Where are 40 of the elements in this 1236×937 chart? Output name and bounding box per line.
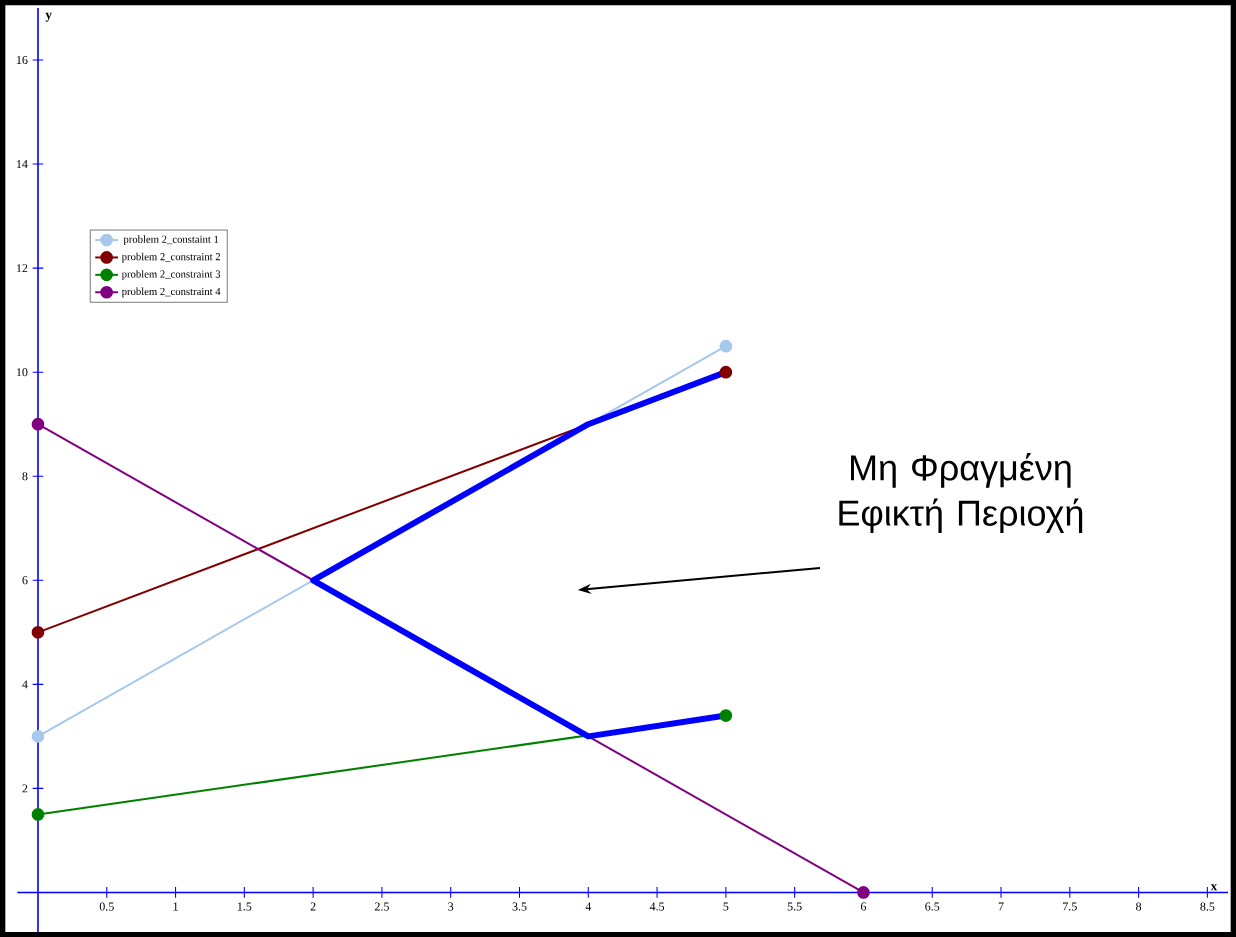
- x-tick-label: 5: [723, 902, 729, 911]
- x-tick-label: 2.5: [374, 902, 389, 911]
- y-axis-title: y: [45, 12, 52, 22]
- point: [719, 709, 733, 722]
- y-tick-label: 16: [16, 55, 28, 64]
- x-tick-label: 6.5: [925, 902, 940, 911]
- point: [31, 807, 45, 821]
- x-tick-label: 3: [448, 902, 454, 911]
- x-tick-label: 7.5: [1063, 902, 1077, 911]
- y-tick-label: 4: [22, 680, 28, 689]
- x-tick-label: 4: [585, 902, 592, 911]
- point: [31, 729, 45, 743]
- x-tick-label: 1.5: [237, 902, 252, 911]
- annotation: Μη Φραγμένη Εφικτή Περιοχή: [839, 452, 1083, 533]
- x-tick-label: 5.5: [787, 902, 802, 911]
- y-tick-label: 2: [22, 784, 28, 793]
- x-tick-label: 6: [860, 902, 867, 911]
- x-tick-label: 0.5: [99, 902, 114, 911]
- legend-label: problem 2_constraint 4: [121, 287, 221, 298]
- y-tick-label: 10: [16, 367, 28, 377]
- point: [857, 885, 870, 899]
- y-tick-label: 12: [16, 263, 28, 272]
- legend-label: problem 2_constaint 1: [123, 235, 219, 245]
- y-tick-label: 8: [22, 472, 28, 481]
- x-tick-label: 8: [1136, 902, 1142, 911]
- x-tick-label: 2: [310, 902, 316, 911]
- point: [719, 339, 733, 353]
- x-tick-label: 1: [173, 902, 178, 911]
- x-tick-label: 4.5: [649, 902, 665, 911]
- x-tick-label: 8.5: [1200, 902, 1215, 911]
- x-tick-label: 3.5: [512, 902, 527, 911]
- y-tick-label: 6: [22, 576, 28, 585]
- x-tick-label: 7: [998, 902, 1004, 911]
- x-axis-title: x: [1210, 884, 1218, 891]
- legend-label: problem 2_constraint 3: [121, 270, 221, 280]
- legend-label: problem 2_constraint 2: [121, 252, 221, 263]
- point: [31, 625, 45, 639]
- y-tick-label: 14: [16, 159, 28, 168]
- point: [719, 365, 733, 379]
- point: [31, 417, 45, 431]
